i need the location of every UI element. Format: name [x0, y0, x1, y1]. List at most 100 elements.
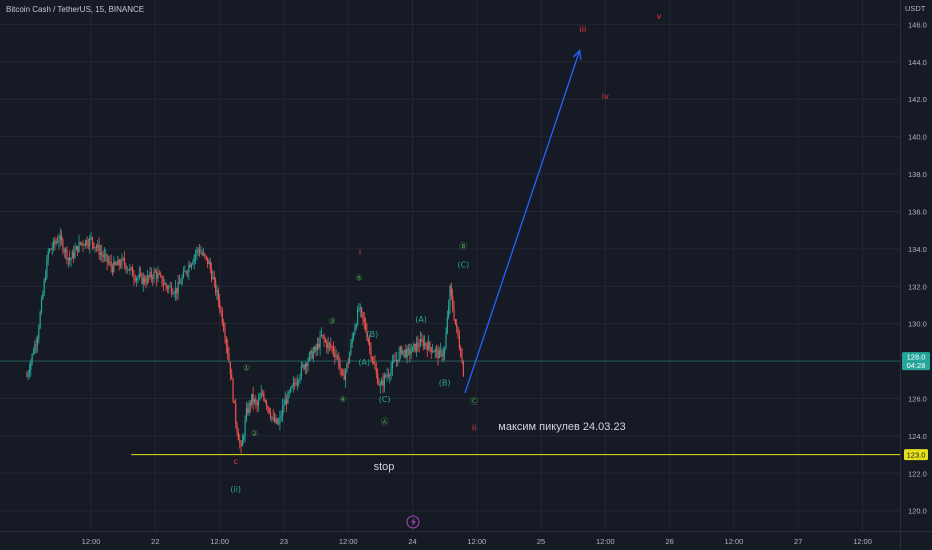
wave-label: ii: [472, 423, 476, 432]
candle-body: [79, 241, 81, 244]
candle-body: [340, 368, 343, 370]
candle-body: [149, 272, 151, 277]
candle-body: [133, 276, 135, 279]
candle-body: [260, 393, 262, 398]
candle-body: [231, 374, 233, 380]
candle-body: [117, 260, 119, 266]
candle-body: [407, 348, 410, 350]
candle-body: [109, 261, 111, 263]
candle-body: [280, 415, 282, 417]
candle-body: [164, 283, 166, 285]
candle-body: [375, 368, 377, 374]
candle-body: [50, 249, 52, 250]
candle-body: [241, 439, 244, 447]
candle-body: [106, 254, 108, 262]
candle-body: [330, 344, 332, 348]
projection-arrow-head: [572, 49, 582, 60]
candle-body: [103, 254, 106, 257]
candle-body: [292, 382, 294, 387]
candle-body: [93, 242, 95, 248]
candle-body: [303, 364, 305, 370]
candle-body: [334, 352, 336, 357]
candle-body: [276, 418, 278, 424]
candle-body: [101, 252, 103, 255]
candle-body: [186, 272, 189, 273]
candle-body: [184, 271, 186, 273]
candle-body: [440, 350, 442, 352]
candle-body: [221, 311, 223, 324]
candle-body: [148, 275, 150, 277]
candle-body: [390, 368, 392, 376]
candle-body: [300, 365, 302, 377]
candle-body: [434, 349, 436, 352]
candle-body: [98, 244, 100, 255]
candle-body: [382, 380, 384, 386]
candle-body: [225, 338, 227, 345]
candle-body: [173, 293, 175, 295]
candle-body: [144, 277, 146, 283]
candle-body: [130, 267, 132, 269]
candle-body: [89, 237, 91, 246]
candle-body: [136, 278, 138, 281]
y-tick-label: 124.0: [908, 432, 927, 441]
candle-body: [32, 353, 35, 354]
wave-label: Ⓐ: [381, 418, 389, 427]
wave-label: (A): [415, 315, 427, 324]
x-tick-label: 24: [408, 537, 416, 546]
candle-body: [267, 406, 269, 408]
candle-body: [417, 342, 419, 346]
candle-body: [281, 406, 284, 416]
stop-price-value: 123.0: [907, 451, 926, 460]
x-tick-label: 12:00: [853, 537, 872, 546]
candle-body: [245, 408, 248, 421]
candle-body: [283, 405, 285, 407]
candle-body: [361, 307, 363, 312]
current-price-value: 128.0: [907, 353, 926, 362]
candle-body: [46, 258, 48, 278]
current-price-badge[interactable]: [902, 352, 930, 371]
candle-body: [127, 269, 130, 271]
candle-body: [73, 251, 75, 258]
candle-body: [362, 311, 364, 319]
candle-body: [401, 347, 403, 355]
candle-body: [145, 282, 147, 284]
candle-body: [259, 397, 261, 401]
candle-body: [351, 338, 353, 344]
candle-body: [450, 285, 452, 296]
overlay: bc(ii)①②③④⑤i(B)(A)(C)Ⓐ(A)(B)Ⓑ(C)Ⓒiiiiiiv…: [0, 12, 900, 529]
candle-body: [208, 261, 210, 265]
candle-body: [348, 353, 351, 364]
wave-label: i: [359, 247, 361, 256]
candle-body: [377, 373, 379, 384]
x-tick-label: 12:00: [467, 537, 486, 546]
candle-body: [356, 309, 359, 325]
candle-body: [240, 442, 242, 447]
candle-body: [358, 308, 360, 310]
candle-body: [421, 339, 423, 341]
wave-label: c: [234, 457, 238, 466]
candle-body: [365, 321, 367, 331]
candle-body: [123, 258, 126, 265]
x-tick-label: 12:00: [596, 537, 615, 546]
candle-body: [95, 247, 98, 248]
x-tick-label: 27: [794, 537, 802, 546]
x-tick-label: 22: [151, 537, 159, 546]
candle-body: [359, 307, 361, 309]
candle-body: [232, 379, 234, 401]
y-tick-label: 140.0: [908, 133, 927, 142]
candle-body: [150, 272, 152, 278]
candle-body: [374, 362, 376, 369]
candle-body: [296, 381, 298, 385]
y-tick-label: 126.0: [908, 394, 927, 403]
candle-body: [399, 347, 402, 352]
stop-price-badge[interactable]: [904, 449, 928, 461]
candle-body: [255, 399, 257, 403]
candle-body: [373, 360, 375, 363]
candle-body: [105, 254, 107, 256]
candle-body: [271, 417, 273, 418]
candle-body: [180, 283, 182, 285]
candle-body: [343, 374, 345, 381]
candle-body: [460, 348, 462, 357]
